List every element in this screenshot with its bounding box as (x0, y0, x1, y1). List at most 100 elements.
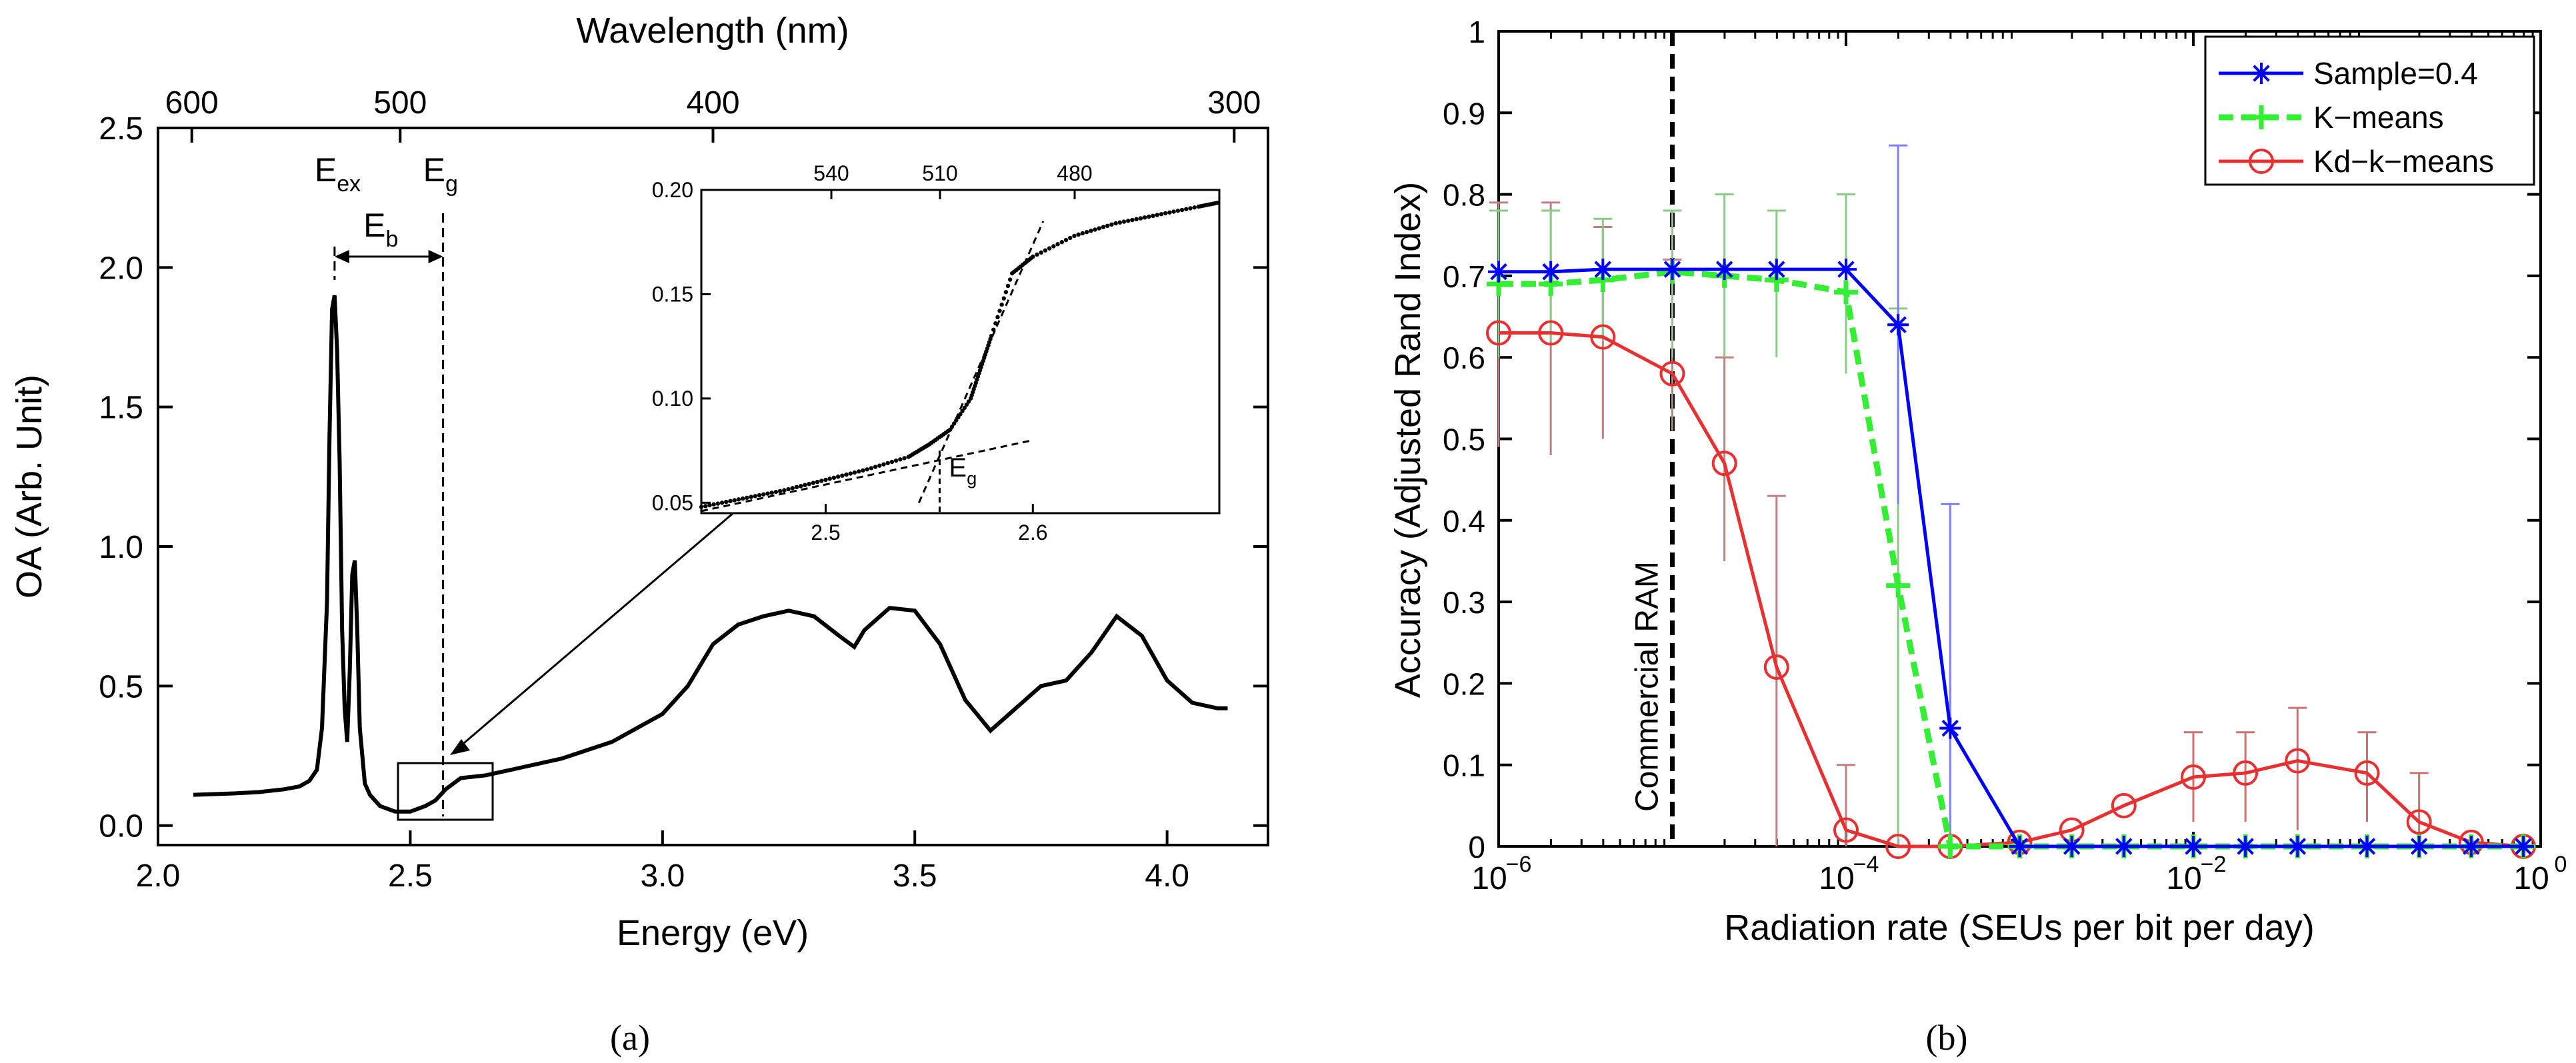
inset-data-point (1138, 216, 1143, 221)
series-marker (1711, 451, 1737, 477)
series-marker (2410, 838, 2428, 855)
inset-data-point (823, 477, 828, 483)
panel-a-top-tick-label: 400 (686, 85, 739, 121)
inset-top-tick-label: 480 (1057, 161, 1092, 185)
inset-data-point (1184, 207, 1189, 211)
panel-a-top-tick-label: 600 (165, 85, 219, 121)
panel-a-x-tick-label: 2.5 (388, 858, 433, 894)
inset-data-point (790, 486, 795, 491)
inset-data-point (831, 475, 837, 481)
inset-data-point (852, 470, 857, 475)
panel-a-y-tick-label: 0.5 (99, 669, 143, 704)
panel-a-x-tick-label: 2.0 (136, 858, 181, 894)
inset-data-point (1043, 248, 1048, 253)
inset-data-point (1159, 212, 1164, 217)
inset-data-point (815, 479, 820, 485)
inset-data-point (1163, 211, 1168, 216)
inset-data-point (715, 501, 721, 506)
inset-data-point (902, 456, 907, 461)
eb-label: Eb (363, 207, 398, 252)
inset-data-point (765, 491, 770, 496)
panel-a-top-tick-label: 300 (1207, 85, 1261, 121)
series-marker (1941, 719, 1959, 737)
inset-data-point (995, 315, 1000, 320)
panel-b-x-tick-exponent: −2 (2201, 852, 2227, 877)
inset-data-point (958, 412, 963, 417)
inset-data-point (1055, 242, 1060, 247)
series-marker (2406, 809, 2432, 835)
inset-data-point (1101, 225, 1106, 229)
panel-a-top-axis-label: Wavelength (nm) (576, 11, 849, 51)
legend-entry-label: K−means (2313, 100, 2444, 135)
series-marker (1663, 261, 1681, 278)
inset-data-point (1051, 244, 1056, 249)
inset-data-point (761, 492, 766, 497)
inset-data-point (794, 485, 799, 490)
inset-data-point (1076, 232, 1081, 237)
inset-data-point (745, 495, 749, 501)
panel-b-y-tick-label: 0.4 (1443, 504, 1485, 538)
series-marker (2354, 760, 2380, 786)
inset-data-point (1192, 205, 1197, 210)
inset-data-point (740, 496, 745, 501)
series-marker (2285, 748, 2311, 774)
inset-data-point (1068, 235, 1073, 241)
inset-data-point (893, 458, 899, 463)
inset-data-point (1113, 221, 1118, 226)
oa-spectrum-line (193, 295, 1228, 814)
inset-data-point (1031, 254, 1035, 259)
inset-data-point (881, 462, 886, 467)
series-marker (2111, 792, 2137, 818)
panel-b-x-tick-label: 10 (2513, 861, 2549, 896)
inset-data-point (1121, 219, 1127, 224)
inset-data-point (1188, 206, 1193, 211)
series-marker (2358, 838, 2376, 855)
panel-b-x-tick-exponent: −6 (1506, 852, 1532, 877)
inset-data-point (728, 499, 733, 504)
series-marker (2289, 838, 2307, 855)
inset-data-point (1155, 213, 1159, 217)
commercial-ram-label: Commercial RAM (1630, 561, 1665, 812)
legend-entry-label: Kd−k−means (2313, 144, 2494, 179)
series-marker (1834, 280, 1858, 305)
inset-data-point (1072, 233, 1077, 239)
series-marker (1490, 263, 1507, 281)
panel-b-x-axis-label: Radiation rate (SEUs per bit per day) (1724, 908, 2314, 948)
panel-b-x-tick-exponent: −4 (1853, 852, 1879, 877)
inset-data-point (1097, 226, 1101, 231)
panel-b-x-tick-label: 10 (1819, 861, 1854, 896)
inset-data-point (757, 493, 762, 498)
panel-a-label: (a) (610, 1018, 650, 1058)
inset-data-point (769, 491, 774, 495)
inset-x-tick-label: 2.5 (811, 521, 840, 544)
legend-marker (2249, 105, 2273, 129)
panel-b-x-tick-label: 10 (2166, 861, 2201, 896)
inset-data-point (703, 504, 708, 509)
inset-data-point (786, 487, 791, 492)
inset-data-point (857, 469, 861, 474)
inset-data-point (840, 473, 845, 478)
eb-arrowhead-right (428, 250, 443, 263)
panel-a-y-tick-label: 1.0 (99, 530, 143, 565)
panel-a-y-tick-label: 0.0 (99, 809, 143, 844)
inset-data-point (1147, 214, 1151, 219)
inset-frame (700, 189, 1221, 515)
inset-data-point (844, 472, 849, 477)
inset-y-tick-label: 0.20 (652, 178, 693, 202)
series-marker (1715, 261, 1733, 278)
legend-entry-label: Sample=0.4 (2313, 56, 2478, 91)
inset-data-point (732, 498, 737, 503)
inset-data-point (1093, 227, 1097, 232)
panel-b-y-tick-label: 0.2 (1443, 666, 1485, 701)
inset-data-point (711, 502, 716, 507)
inset-data-point (1089, 229, 1093, 233)
inset-y-tick-label: 0.05 (652, 491, 693, 515)
panel-a-chart: 2.0 2.5 3.0 3.5 4.0 0.0 0.5 1.0 1.5 2.0 2.5 600 50… (9, 11, 1269, 953)
series-marker (1486, 320, 1511, 346)
inset-data-point (898, 457, 903, 462)
inset-data-point (1080, 231, 1085, 236)
inset-data-point (885, 461, 890, 466)
inset-data-point (749, 495, 753, 499)
inset-x-tick-label: 2.6 (1018, 521, 1047, 544)
inset-data-point (1007, 277, 1013, 282)
